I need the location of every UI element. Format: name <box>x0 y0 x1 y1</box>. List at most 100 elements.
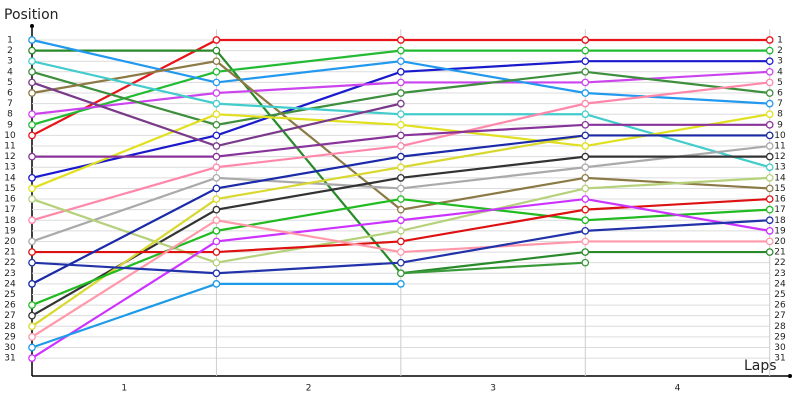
position-marker <box>765 195 774 203</box>
y-tick-label-right: 24 <box>774 279 786 289</box>
y-tick-label: 1 <box>7 36 13 46</box>
position-marker <box>765 99 774 108</box>
position-marker <box>397 57 405 66</box>
position-marker <box>212 152 221 161</box>
axis-arrow <box>788 374 792 378</box>
position-marker <box>28 131 36 140</box>
y-tick-label: 14 <box>4 173 16 183</box>
position-marker <box>212 120 221 129</box>
position-marker <box>28 343 36 352</box>
position-marker <box>581 110 590 119</box>
position-marker <box>397 173 405 182</box>
position-marker <box>581 67 590 76</box>
position-marker <box>28 110 36 119</box>
y-tick-label-right: 21 <box>774 248 785 258</box>
x-tick-label: 1 <box>121 384 127 394</box>
y-tick-label-right: 11 <box>774 142 785 152</box>
position-marker <box>397 152 405 161</box>
y-tick-label-right: 13 <box>774 163 785 173</box>
position-marker <box>765 36 774 44</box>
y-tick-label-right: 18 <box>774 216 786 226</box>
position-marker <box>581 46 590 55</box>
position-marker <box>212 163 221 172</box>
y-tick-label: 26 <box>4 301 16 311</box>
position-marker <box>581 163 590 172</box>
position-marker <box>397 120 405 129</box>
y-tick-label: 12 <box>4 152 15 162</box>
position-marker <box>28 57 36 66</box>
y-tick-label: 9 <box>7 120 13 130</box>
position-marker <box>397 280 405 288</box>
y-tick-label-right: 12 <box>774 152 785 162</box>
y-tick-label: 8 <box>7 110 13 120</box>
position-marker <box>212 184 221 193</box>
y-tick-label-right: 22 <box>774 258 785 268</box>
y-tick-label: 18 <box>4 216 16 226</box>
position-marker <box>765 152 774 161</box>
y-tick-label: 31 <box>4 354 15 364</box>
position-marker <box>397 89 405 97</box>
y-tick-label-right: 29 <box>774 332 786 342</box>
position-marker <box>212 36 221 44</box>
y-tick-label: 23 <box>4 269 15 279</box>
position-marker <box>765 205 774 214</box>
position-marker <box>581 152 590 161</box>
y-tick-label-right: 1 <box>777 36 783 46</box>
position-marker <box>28 280 36 288</box>
position-marker <box>212 216 221 225</box>
driver-line <box>400 261 586 275</box>
position-marker <box>28 120 36 129</box>
position-marker <box>28 36 36 44</box>
y-tick-label-right: 8 <box>777 110 783 120</box>
y-tick-label: 22 <box>4 258 15 268</box>
position-marker <box>397 99 405 108</box>
y-tick-label: 21 <box>4 248 15 258</box>
x-tick-label: 4 <box>675 384 681 394</box>
position-marker <box>397 237 405 246</box>
y-tick-label: 11 <box>4 142 15 152</box>
position-marker <box>765 46 774 55</box>
position-marker <box>581 248 590 256</box>
position-marker <box>765 216 774 225</box>
position-marker <box>581 89 590 97</box>
y-tick-label: 4 <box>7 67 13 77</box>
position-marker <box>765 184 774 193</box>
position-marker <box>397 36 405 44</box>
y-tick-label-right: 2 <box>777 46 783 56</box>
y-tick-label-right: 5 <box>777 78 783 88</box>
position-marker <box>212 269 221 278</box>
position-marker <box>28 322 36 331</box>
position-marker <box>28 248 36 256</box>
y-tick-label-right: 6 <box>777 89 783 99</box>
position-marker <box>397 163 405 172</box>
position-marker <box>212 248 221 256</box>
position-marker <box>397 110 405 119</box>
y-tick-label-right: 14 <box>774 173 786 183</box>
y-tick-label-right: 20 <box>774 237 786 247</box>
position-marker <box>765 173 774 182</box>
position-marker <box>212 110 221 119</box>
position-marker <box>28 46 36 55</box>
position-marker <box>212 57 221 66</box>
y-tick-label-right: 7 <box>777 99 783 109</box>
y-tick-label-right: 28 <box>774 322 786 332</box>
position-marker <box>581 131 590 140</box>
y-tick-label: 27 <box>4 311 15 321</box>
position-marker <box>28 78 36 87</box>
position-marker <box>765 110 774 119</box>
position-marker <box>765 142 774 150</box>
position-marker <box>581 184 590 193</box>
y-tick-label-right: 31 <box>774 354 785 364</box>
position-marker <box>397 131 405 140</box>
position-marker <box>581 78 590 87</box>
y-tick-label: 7 <box>7 99 13 109</box>
x-tick-label: 2 <box>306 384 312 394</box>
y-tick-label: 10 <box>4 131 16 141</box>
position-marker <box>581 142 590 150</box>
position-marker <box>397 195 405 203</box>
position-marker <box>212 67 221 76</box>
y-tick-label: 6 <box>7 89 13 99</box>
y-tick-label: 25 <box>4 290 15 300</box>
